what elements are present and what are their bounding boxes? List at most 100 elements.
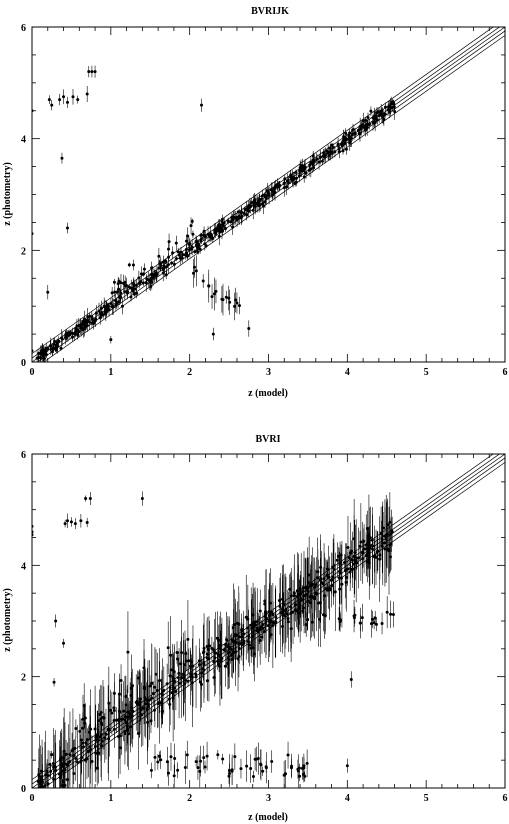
data-point xyxy=(119,281,123,285)
data-point xyxy=(187,242,191,246)
data-point xyxy=(68,753,72,757)
data-point xyxy=(368,536,372,540)
x-axis-label: z (model) xyxy=(248,812,288,823)
data-point xyxy=(252,652,256,656)
data-point xyxy=(206,647,210,651)
data-point xyxy=(183,663,187,667)
data-point xyxy=(71,95,75,99)
data-point xyxy=(307,168,311,172)
data-point xyxy=(119,679,123,683)
data-point xyxy=(296,767,300,771)
plot-area: 0 1 2 3 4 5 6 0 2 4 6 xyxy=(21,450,508,804)
data-point xyxy=(119,291,123,295)
data-point xyxy=(192,271,196,275)
data-point xyxy=(237,655,241,659)
data-point xyxy=(289,627,293,631)
y-tick-label: 0 xyxy=(21,358,26,369)
data-point xyxy=(112,691,116,695)
data-point xyxy=(168,702,172,706)
data-point xyxy=(232,623,236,627)
data-point xyxy=(339,553,343,557)
data-point xyxy=(231,626,235,630)
data-point xyxy=(185,753,189,757)
data-point xyxy=(54,619,58,623)
data-point xyxy=(143,696,147,700)
data-point xyxy=(387,548,391,552)
data-point xyxy=(63,522,67,526)
data-point xyxy=(221,757,225,761)
data-point xyxy=(109,338,113,342)
data-point xyxy=(266,624,270,628)
data-point xyxy=(227,296,231,300)
data-point xyxy=(367,561,371,565)
data-point xyxy=(65,778,69,782)
data-point xyxy=(340,582,344,586)
data-point xyxy=(251,646,255,650)
data-point xyxy=(52,777,56,781)
data-point xyxy=(117,287,121,291)
data-point xyxy=(96,751,100,755)
data-point xyxy=(349,677,353,681)
data-point xyxy=(216,753,220,757)
data-point xyxy=(360,616,364,620)
data-point xyxy=(184,659,188,663)
data-point xyxy=(233,755,237,759)
data-point xyxy=(47,98,51,102)
data-point xyxy=(344,575,348,579)
data-point xyxy=(131,263,135,267)
data-point xyxy=(310,583,314,587)
data-point xyxy=(156,760,160,764)
data-point xyxy=(382,117,386,121)
data-point xyxy=(90,70,94,74)
data-point xyxy=(153,755,157,759)
data-point xyxy=(157,254,161,258)
data-point xyxy=(235,301,239,305)
data-point xyxy=(308,601,312,605)
data-point xyxy=(265,617,269,621)
data-point xyxy=(316,570,320,574)
data-point xyxy=(251,613,255,617)
reference-line xyxy=(32,454,505,788)
data-point xyxy=(227,658,231,662)
data-point xyxy=(54,768,58,772)
data-point xyxy=(347,134,351,138)
data-point xyxy=(69,331,73,335)
data-point xyxy=(172,774,176,778)
data-point xyxy=(102,304,106,308)
data-point xyxy=(44,349,48,353)
data-point xyxy=(255,629,259,633)
data-point xyxy=(50,753,54,757)
data-point xyxy=(142,686,146,690)
data-point xyxy=(218,664,222,668)
data-point xyxy=(366,526,370,530)
data-point xyxy=(127,285,131,289)
data-point xyxy=(217,639,221,643)
data-point xyxy=(365,126,369,130)
data-point xyxy=(215,636,219,640)
data-point xyxy=(73,522,77,526)
data-point xyxy=(297,174,301,178)
data-point xyxy=(190,219,194,223)
data-point xyxy=(129,686,133,690)
data-point xyxy=(186,234,190,238)
data-point xyxy=(197,659,201,663)
data-point xyxy=(62,95,66,99)
data-point xyxy=(74,726,78,730)
data-point xyxy=(202,646,206,650)
data-point xyxy=(93,70,97,74)
data-point xyxy=(286,753,290,757)
data-point xyxy=(348,551,352,555)
data-point xyxy=(127,715,131,719)
data-point xyxy=(65,226,69,230)
data-point xyxy=(172,679,176,683)
data-point xyxy=(172,670,176,674)
data-point xyxy=(149,719,153,723)
data-point xyxy=(59,757,63,761)
data-point xyxy=(264,610,268,614)
data-point xyxy=(158,679,162,683)
data-point xyxy=(128,712,132,716)
data-point xyxy=(292,591,296,595)
data-point xyxy=(258,638,262,642)
data-point xyxy=(260,635,264,639)
